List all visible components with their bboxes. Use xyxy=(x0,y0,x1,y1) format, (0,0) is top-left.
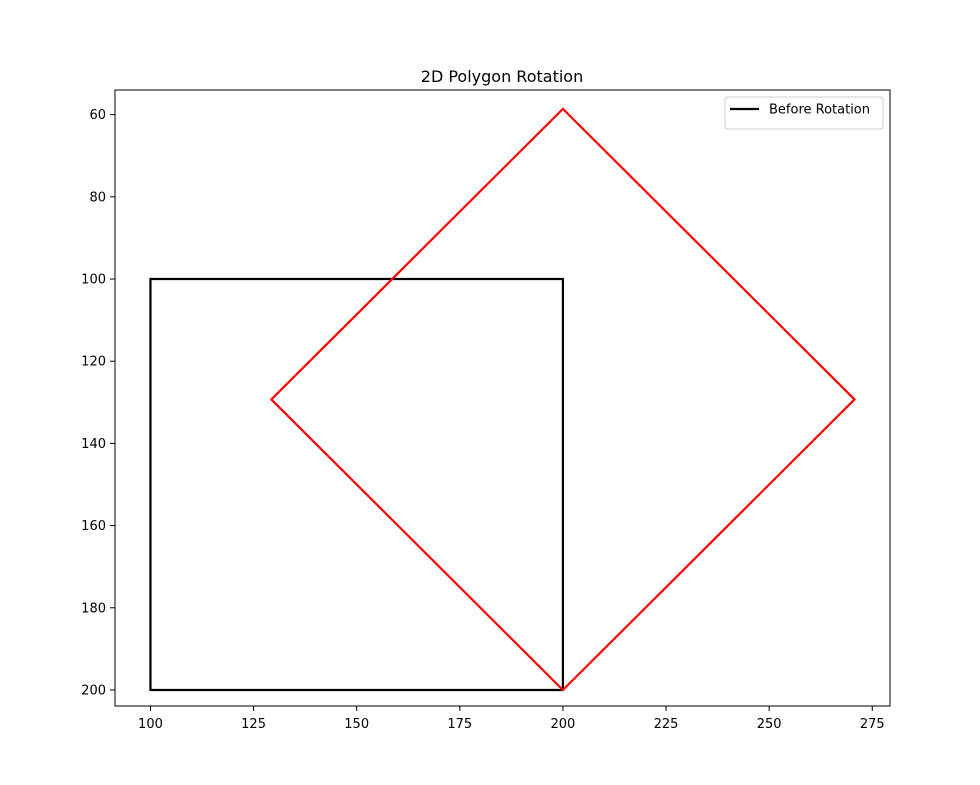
legend-label: Before Rotation xyxy=(769,103,870,118)
y-tick-label: 140 xyxy=(81,437,106,452)
x-tick-label: 175 xyxy=(447,717,472,732)
y-tick-label: 120 xyxy=(81,355,106,370)
y-tick-label: 180 xyxy=(81,601,106,616)
x-tick-label: 250 xyxy=(757,717,782,732)
x-tick-label: 275 xyxy=(860,717,885,732)
chart-title: 2D Polygon Rotation xyxy=(421,67,583,86)
y-tick-label: 160 xyxy=(81,519,106,534)
plot-area-frame xyxy=(114,89,891,707)
x-tick-label: 200 xyxy=(551,717,576,732)
x-tick-label: 150 xyxy=(344,717,369,732)
y-tick-label: 80 xyxy=(89,190,106,205)
y-tick-label: 200 xyxy=(81,683,106,698)
x-tick-label: 225 xyxy=(654,717,679,732)
y-tick-label: 60 xyxy=(89,108,106,123)
x-axis: 100 125 150 175 200 225 250 275 xyxy=(138,706,885,732)
x-tick-label: 125 xyxy=(241,717,266,732)
legend: Before Rotation xyxy=(724,96,884,130)
series-line-2 xyxy=(270,107,856,692)
y-axis: 60 80 100 120 140 160 180 200 xyxy=(81,108,115,698)
series-layer xyxy=(149,107,856,692)
legend-box xyxy=(724,96,884,130)
x-tick-label: 100 xyxy=(138,717,163,732)
y-tick-label: 100 xyxy=(81,273,106,288)
